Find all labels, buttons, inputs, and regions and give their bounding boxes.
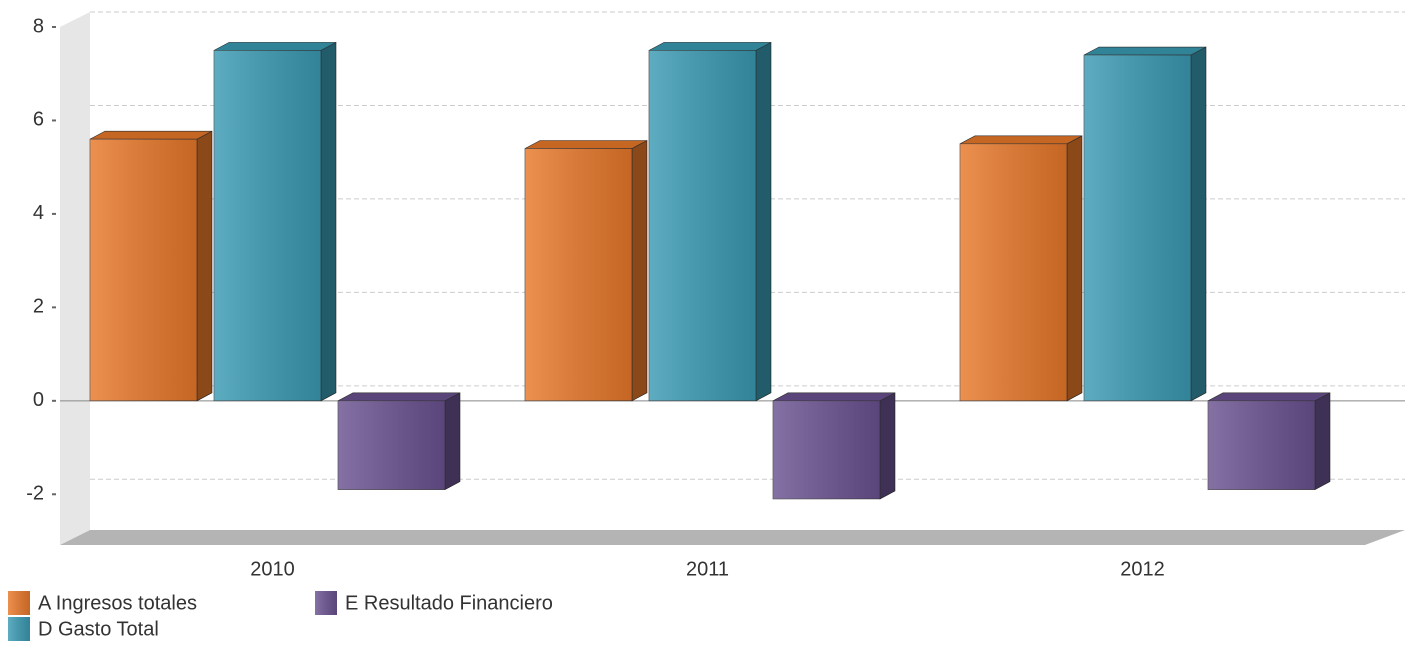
x-tick-label: 2012 <box>1120 558 1165 580</box>
legend-swatch-shine <box>8 617 30 641</box>
bar-side-shade <box>880 392 895 499</box>
side-wall <box>60 12 90 545</box>
legend-swatch-shine <box>315 591 337 615</box>
x-tick-label: 2010 <box>250 558 295 580</box>
bar-shine <box>214 50 321 401</box>
bar-shine <box>773 400 880 499</box>
bar-side-shade <box>632 140 647 401</box>
bar-side-shade <box>1191 47 1206 401</box>
bar-top-shade <box>338 392 460 401</box>
legend-label: A Ingresos totales <box>38 592 197 614</box>
y-tick-label: 6 <box>33 109 44 131</box>
bar-side-shade <box>1315 392 1330 490</box>
bar-top-shade <box>1208 392 1330 401</box>
bar-top-shade <box>960 135 1082 144</box>
y-tick-label: 2 <box>33 296 44 318</box>
floor <box>60 530 1405 545</box>
legend-label: E Resultado Financiero <box>345 592 553 614</box>
bar-shine <box>525 148 632 401</box>
y-tick-label: 8 <box>33 15 44 37</box>
y-tick-label: 4 <box>33 202 44 224</box>
bar-shine <box>1084 55 1191 401</box>
bar-shine <box>960 143 1067 401</box>
bar-shine <box>649 50 756 401</box>
y-tick-label: 0 <box>33 389 44 411</box>
bar-side-shade <box>197 131 212 401</box>
legend-swatch-shine <box>8 591 30 615</box>
bar-shine <box>338 400 445 490</box>
x-tick-label: 2011 <box>686 558 729 580</box>
bar-shine <box>1208 400 1315 490</box>
bar-top-shade <box>773 392 895 401</box>
bar-shine <box>90 139 197 401</box>
bar-side-shade <box>756 42 771 401</box>
bar-top-shade <box>90 131 212 140</box>
legend-label: D Gasto Total <box>38 618 159 640</box>
bar-top-shade <box>525 140 647 149</box>
bar-side-shade <box>445 392 460 490</box>
bar-side-shade <box>1067 135 1082 401</box>
bar-top-shade <box>214 42 336 51</box>
y-tick-label: -2 <box>26 483 44 505</box>
bar-top-shade <box>649 42 771 51</box>
bar-top-shade <box>1084 47 1206 56</box>
bar-side-shade <box>321 42 336 401</box>
